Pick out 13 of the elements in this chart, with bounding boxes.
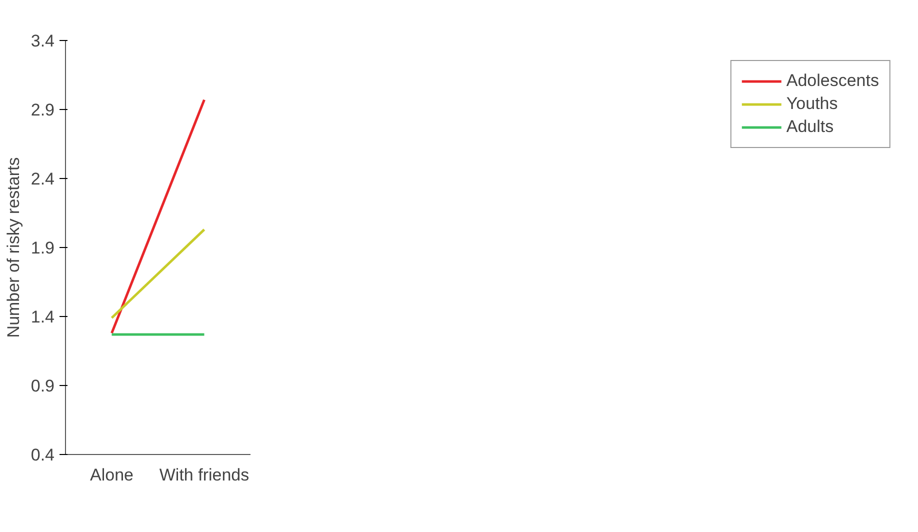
y-tick-label: 1.4 [30,308,55,326]
y-tick-label: 2.4 [30,170,55,188]
y-tick-label: 3.4 [30,32,55,50]
x-tick-label: With friends [159,466,250,484]
x-tick-label: Alone [90,466,134,484]
y-axis-title: Number of risky restarts [4,157,23,338]
y-tick-label: 0.9 [30,376,55,396]
legend-label: Adults [786,117,834,137]
y-tick-label: 2.9 [30,100,55,120]
y-tick-label: 1.9 [30,238,55,258]
y-tick-label: 0.4 [30,446,55,464]
legend-label: Adolescents [786,71,879,91]
legend-label: Youths [786,94,838,114]
